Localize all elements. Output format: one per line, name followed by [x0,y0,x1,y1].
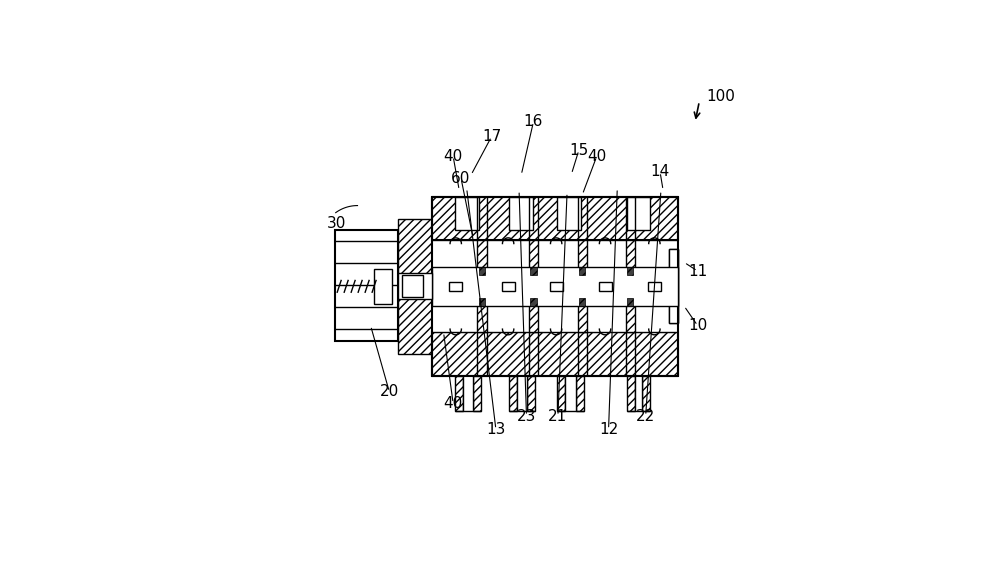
Bar [517,376,527,411]
Bar [669,249,678,323]
Bar [335,230,398,341]
Bar [509,197,533,230]
Bar [565,376,576,411]
Text: 21: 21 [548,408,568,424]
Bar [579,298,585,306]
Bar [530,266,537,274]
Bar [432,240,678,332]
Text: 23: 23 [517,408,536,424]
Bar [449,282,462,291]
Bar [530,298,537,306]
Bar [557,197,581,230]
Text: 15: 15 [569,143,588,158]
Bar [635,376,642,411]
Bar [627,298,633,306]
Text: 100: 100 [707,89,736,104]
Bar [432,197,678,240]
Bar [455,376,463,411]
Text: 60: 60 [451,171,471,185]
Text: 13: 13 [486,422,506,437]
Bar [432,332,678,376]
Bar [479,266,485,274]
Bar [642,376,650,411]
Text: 11: 11 [688,264,707,278]
Bar [599,282,612,291]
Bar [509,376,517,411]
Bar [579,266,585,274]
Text: 17: 17 [482,129,501,144]
Bar [374,269,392,304]
Bar [463,376,473,411]
Bar [627,376,635,411]
Bar [627,197,650,230]
Text: 20: 20 [380,384,399,400]
Text: 12: 12 [599,422,618,437]
Bar [473,376,481,411]
Bar [578,240,587,332]
Bar [627,266,633,274]
Text: 10: 10 [688,318,707,333]
Text: 40: 40 [443,396,463,411]
Bar [648,282,661,291]
Text: 14: 14 [650,164,670,179]
Bar [502,282,515,291]
Bar [669,249,678,323]
Bar [479,298,485,306]
Bar [432,266,678,306]
Bar [455,197,479,230]
Bar [550,282,563,291]
Text: 40: 40 [443,149,463,164]
Text: 16: 16 [524,114,543,129]
Bar [576,376,584,411]
Bar [402,276,423,297]
Bar [529,240,538,332]
Bar [398,273,432,299]
Bar [626,240,635,332]
Bar [527,376,535,411]
Text: 40: 40 [587,149,606,164]
Bar [398,219,432,354]
Text: 30: 30 [327,215,346,231]
Bar [557,376,565,411]
Bar [477,240,487,332]
Text: 22: 22 [636,408,655,424]
